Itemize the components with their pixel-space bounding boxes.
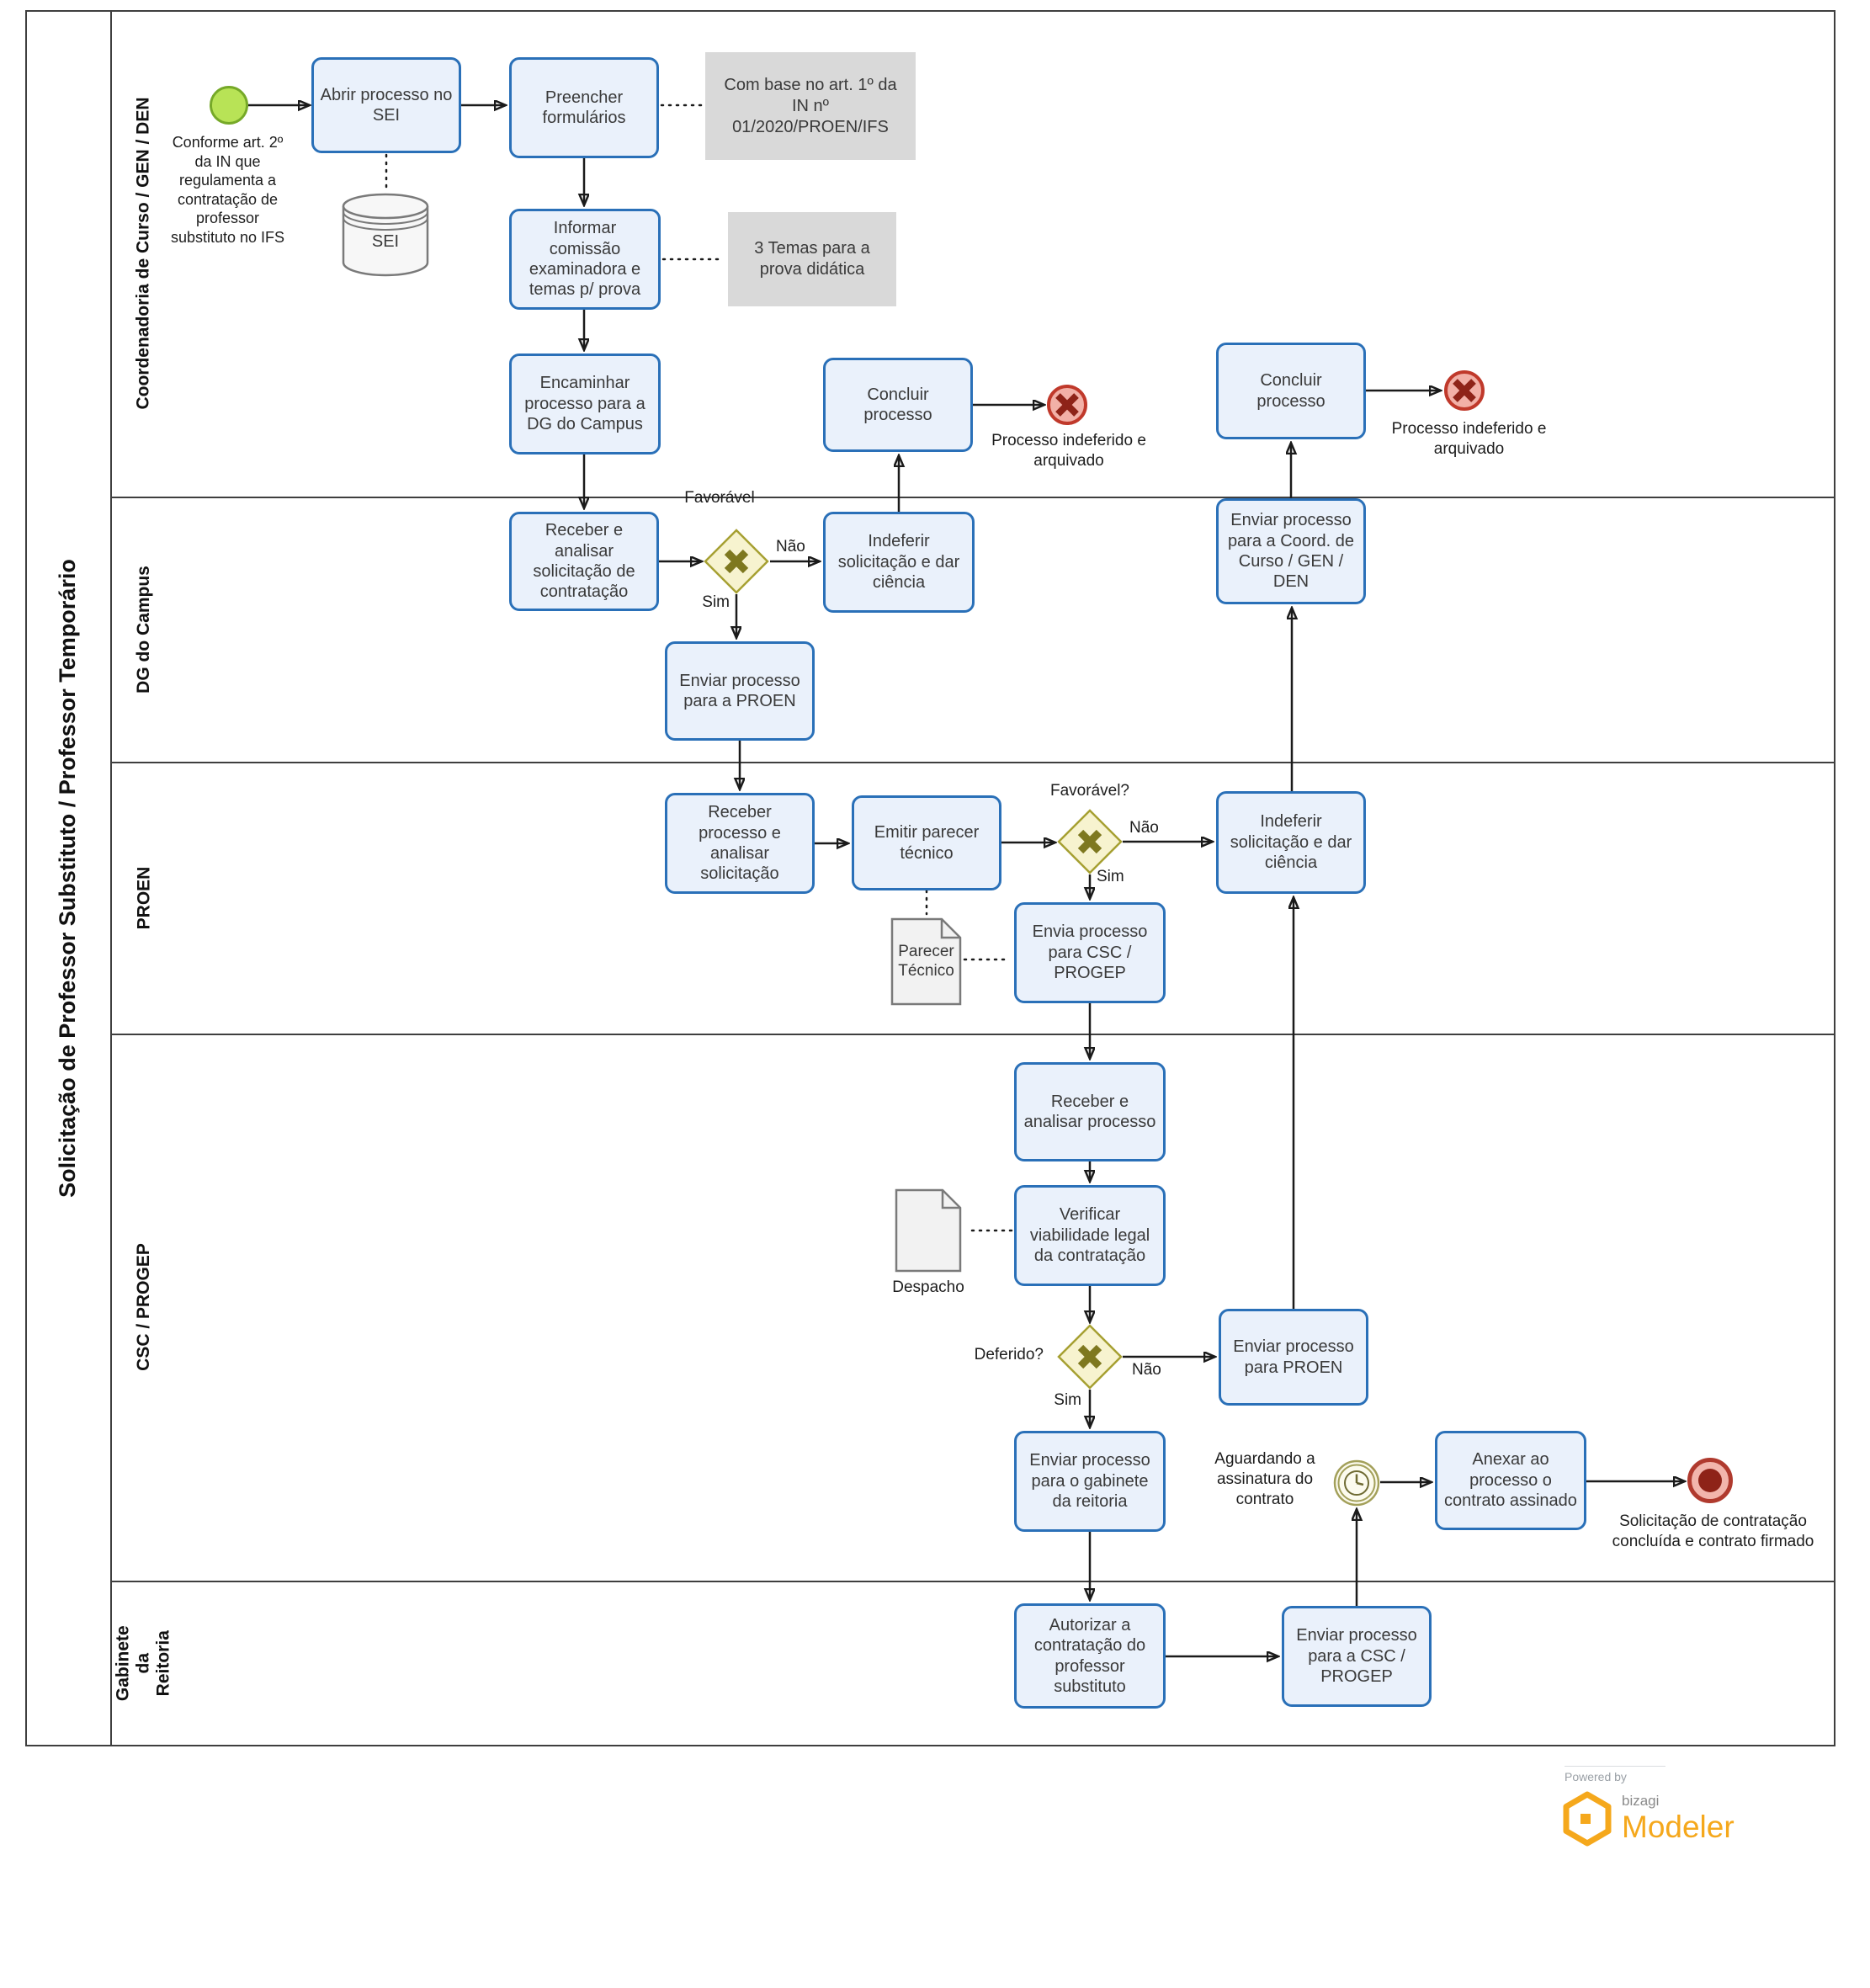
end-event-note-3: Solicitação de contratação concluída e c…: [1612, 1512, 1814, 1550]
task-label: Preencher formulários: [542, 88, 626, 127]
end-event-note-1: Processo indeferido e arquivado: [991, 432, 1146, 470]
lane-divider-1: [110, 497, 1835, 498]
task-label: Autorizar a contratação do professor sub…: [1033, 1615, 1146, 1696]
document-label: Parecer Técnico: [898, 942, 954, 980]
clock-icon: [1333, 1459, 1380, 1507]
cancel-x-icon: [1453, 379, 1476, 402]
document-despacho-label: Despacho: [892, 1278, 964, 1296]
exclusive-gateway-icon: [704, 529, 769, 594]
task-label: Enviar processo para a CSC / PROGEP: [1296, 1626, 1417, 1687]
task-enviar-proen-2: Enviar processo para PROEN: [1219, 1309, 1368, 1406]
gateway-yes-2: Sim: [1097, 868, 1124, 885]
task-label: Indeferir solicitação e dar ciência: [837, 532, 960, 593]
bizagi-wordmark: bizagi: [1622, 1793, 1660, 1809]
gateway-favoravel-proen: [1056, 808, 1124, 875]
gateway-no-1: Não: [776, 538, 805, 555]
task-label: Verificar viabilidade legal da contrataç…: [1029, 1205, 1150, 1266]
task-label: Enviar processo para PROEN: [1233, 1337, 1354, 1377]
lane-divider-2: [110, 762, 1835, 763]
end-event-cancel-1: [1047, 385, 1087, 425]
task-informar-comissao: Informar comissão examinadora e temas p/…: [509, 209, 661, 310]
end-event-cancel-2: [1444, 370, 1485, 411]
modeler-wordmark: Modeler: [1622, 1810, 1735, 1844]
task-enviar-csc-2: Enviar processo para a CSC / PROGEP: [1282, 1606, 1432, 1707]
gateway-question-3: Deferido?: [974, 1346, 1044, 1363]
task-abrir-processo-sei: Abrir processo no SEI: [311, 57, 461, 153]
bizagi-hexagon-icon: [1563, 1791, 1612, 1847]
task-label: Receber e analisar processo: [1023, 1092, 1156, 1131]
task-encaminhar-dg: Encaminhar processo para a DG do Campus: [509, 353, 661, 454]
gateway-no-3: Não: [1132, 1361, 1161, 1379]
document-parecer: Parecer Técnico: [890, 917, 962, 1006]
gateway-question-2: Favorável?: [1050, 782, 1129, 800]
task-anexar-contrato: Anexar ao processo o contrato assinado: [1435, 1431, 1586, 1530]
document-icon: [895, 1188, 962, 1273]
association-flows: [385, 104, 1013, 1232]
annotation-base-in: Com base no art. 1º da IN nº 01/2020/PRO…: [705, 52, 916, 160]
gateway-yes-3: Sim: [1054, 1391, 1081, 1409]
task-label: Envia processo para CSC / PROGEP: [1032, 922, 1148, 983]
task-receber-proen: Receber processo e analisar solicitação: [665, 793, 815, 894]
task-label: Enviar processo para o gabinete da reito…: [1029, 1451, 1150, 1512]
gateway-deferido: [1056, 1323, 1124, 1390]
lane-divider-4: [110, 1581, 1835, 1582]
solid-flows: [248, 105, 1685, 1656]
task-label: Receber processo e analisar solicitação: [699, 803, 781, 884]
task-label: Anexar ao processo o contrato assinado: [1444, 1450, 1577, 1511]
task-label: Enviar processo para a Coord. de Curso /…: [1227, 511, 1355, 592]
task-enviar-proen: Enviar processo para a PROEN: [665, 641, 815, 741]
task-label: Concluir processo: [1256, 371, 1325, 411]
task-concluir-processo-1: Concluir processo: [823, 358, 973, 452]
cancel-x-icon: [1055, 393, 1079, 417]
task-preencher-formularios: Preencher formulários: [509, 57, 659, 158]
powered-by-label: Powered by: [1565, 1766, 1665, 1783]
timer-event-note: Aguardando a assinatura do contrato: [1214, 1450, 1315, 1508]
task-label: Emitir parecer técnico: [874, 823, 980, 863]
data-store-label: SEI: [371, 232, 400, 251]
end-event-terminate: [1687, 1458, 1733, 1503]
lane-divider-3: [110, 1034, 1835, 1035]
task-envia-csc: Envia processo para CSC / PROGEP: [1014, 902, 1166, 1003]
task-verificar-viabilidade: Verificar viabilidade legal da contrataç…: [1014, 1185, 1166, 1286]
end-event-note-2: Processo indeferido e arquivado: [1391, 420, 1547, 458]
start-event: [210, 86, 248, 125]
task-concluir-processo-2: Concluir processo: [1216, 343, 1366, 439]
timer-event: [1333, 1459, 1380, 1507]
task-enviar-coord: Enviar processo para a Coord. de Curso /…: [1216, 498, 1366, 604]
task-label: Abrir processo no SEI: [320, 85, 453, 125]
pool-title-separator: [110, 10, 112, 1746]
gateway-yes-1: Sim: [702, 593, 730, 611]
task-label: Concluir processo: [863, 385, 932, 424]
exclusive-gateway-icon: [1057, 809, 1123, 874]
task-receber-csc: Receber e analisar processo: [1014, 1062, 1166, 1161]
gateway-favoravel-dg: [703, 528, 770, 595]
cylinder-icon: [342, 193, 429, 277]
annotation-temas: 3 Temas para a prova didática: [728, 212, 896, 306]
gateway-no-2: Não: [1129, 819, 1159, 837]
task-enviar-gabinete: Enviar processo para o gabinete da reito…: [1014, 1431, 1166, 1532]
task-emitir-parecer: Emitir parecer técnico: [852, 795, 1001, 890]
data-store-sei: SEI: [341, 192, 430, 278]
gateway-question-1: Favorável: [684, 489, 755, 507]
exclusive-gateway-icon: [1057, 1324, 1123, 1390]
task-receber-analisar-dg: Receber e analisar solicitação de contra…: [509, 512, 659, 611]
task-autorizar-contratacao: Autorizar a contratação do professor sub…: [1014, 1603, 1166, 1709]
task-indeferir-proen: Indeferir solicitação e dar ciência: [1216, 791, 1366, 894]
task-label: Enviar processo para a PROEN: [679, 671, 800, 710]
bizagi-modeler-logo: Powered by bizagi Modeler: [1561, 1766, 1797, 1847]
task-label: Indeferir solicitação e dar ciência: [1230, 812, 1352, 873]
document-icon: [890, 917, 962, 1006]
start-event-note: Conforme art. 2º da IN que regulamenta a…: [170, 134, 285, 246]
task-indeferir-dg: Indeferir solicitação e dar ciência: [823, 512, 975, 613]
pool-border: [25, 10, 1835, 1746]
task-label: Encaminhar processo para a DG do Campus: [524, 374, 645, 434]
document-despacho: [895, 1188, 962, 1273]
task-label: Receber e analisar solicitação de contra…: [533, 521, 635, 602]
terminate-dot-icon: [1698, 1469, 1722, 1492]
task-label: Informar comissão examinadora e temas p/…: [529, 219, 641, 300]
